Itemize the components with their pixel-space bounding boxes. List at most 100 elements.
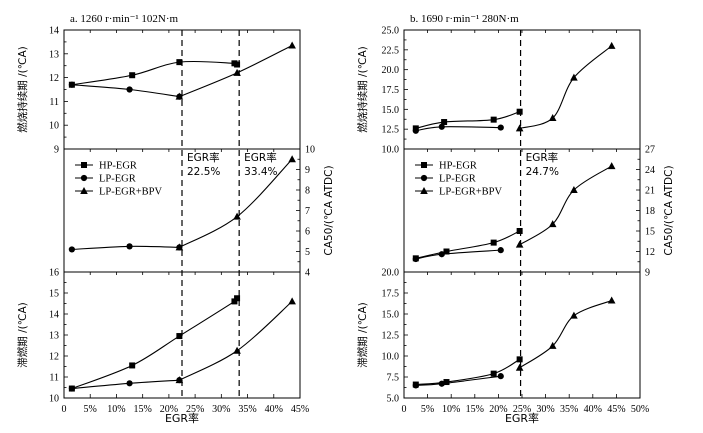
series-line — [179, 44, 293, 98]
series-line — [415, 126, 501, 132]
y-tick-label: 20.0 — [382, 268, 400, 279]
data-point-triangle — [515, 363, 524, 371]
data-point-square — [129, 362, 136, 369]
x-tick-label: 15% — [466, 404, 484, 415]
y-tick-label: 5.0 — [387, 394, 400, 405]
series-line — [179, 300, 293, 381]
x-axis-label: EGR率 — [165, 411, 199, 425]
data-point-triangle — [175, 92, 184, 100]
series-line — [71, 60, 240, 86]
data-point-circle — [438, 123, 445, 130]
y-tick-label: 10 — [49, 121, 59, 132]
data-point-circle — [126, 380, 133, 387]
y-tick-label: 24 — [645, 165, 655, 176]
y-tick-label: 25.0 — [382, 26, 400, 37]
legend-label: HP-EGR — [99, 161, 137, 172]
y-tick-label: 13 — [49, 331, 59, 342]
y-tick-label: 9 — [305, 165, 310, 176]
y-tick-label: 15.0 — [382, 105, 400, 116]
x-tick-label: 45% — [607, 404, 625, 415]
series-line — [71, 379, 180, 390]
series-line — [415, 249, 501, 260]
data-point-triangle — [548, 341, 557, 349]
y-tick-label: 12.5 — [382, 125, 400, 136]
data-point-triangle — [548, 220, 557, 228]
y-tick-label: 10 — [305, 145, 315, 156]
y-tick-label: 18 — [645, 206, 655, 217]
data-point-square — [516, 356, 523, 363]
y-axis-label: 燃烧持续期 /(℃A) — [16, 46, 29, 133]
x-tick-label: 15% — [133, 404, 151, 415]
data-point-square — [441, 119, 448, 126]
y-axis-label: 滞燃期 /(℃A) — [356, 302, 369, 368]
y-tick-label: 11 — [49, 373, 59, 384]
data-point-square — [490, 239, 497, 246]
y-tick-label: 15 — [49, 289, 59, 300]
x-tick-label: 30% — [536, 404, 554, 415]
x-tick-label: 45% — [291, 404, 309, 415]
legend-marker — [420, 187, 428, 194]
data-point-square — [129, 72, 136, 79]
data-point-square — [234, 61, 241, 68]
annotation-label: EGR率 — [244, 151, 277, 164]
series-line — [519, 45, 613, 129]
annotation-label: 33.4% — [244, 166, 277, 178]
y-axis-label: CA50/(℃A ATDC) — [663, 165, 675, 255]
legend-label: LP-EGR — [99, 174, 136, 185]
data-point-square — [176, 333, 183, 340]
chart-title: a. 1260 r·min⁻¹ 102N·m — [70, 13, 179, 25]
data-point-triangle — [607, 296, 616, 304]
data-point-triangle — [570, 186, 578, 193]
series-line — [415, 111, 520, 129]
x-tick-label: 35% — [238, 404, 256, 415]
y-tick-label: 12 — [49, 73, 59, 84]
x-tick-label: 0 — [62, 404, 67, 415]
x-tick-label: 40% — [584, 404, 602, 415]
y-tick-label: 15.0 — [382, 310, 400, 321]
y-tick-label: 4 — [305, 268, 310, 279]
data-point-square — [234, 295, 241, 302]
y-tick-label: 15 — [645, 227, 655, 238]
data-point-triangle — [607, 162, 616, 170]
y-axis-label: 燃烧持续期 /(℃A) — [356, 46, 369, 133]
x-tick-label: 10% — [107, 404, 125, 415]
y-tick-label: 10 — [49, 394, 59, 405]
data-point-triangle — [570, 73, 578, 81]
y-tick-label: 14 — [49, 26, 59, 37]
legend-label: LP-EGR+BPV — [99, 187, 163, 198]
series-line — [71, 297, 240, 390]
annotation-label: EGR率 — [526, 151, 559, 164]
annotation-label: 22.5% — [187, 166, 220, 178]
data-point-square — [443, 379, 450, 386]
y-tick-label: 7.5 — [387, 373, 400, 384]
x-tick-label: 5% — [84, 404, 97, 415]
data-point-triangle — [515, 240, 524, 248]
x-tick-label: 0 — [402, 404, 407, 415]
y-tick-label: 12 — [49, 352, 59, 363]
data-point-square — [231, 298, 238, 305]
data-point-triangle — [570, 311, 578, 319]
y-tick-label: 17.5 — [382, 289, 400, 300]
y-tick-label: 22.5 — [382, 45, 400, 56]
legend-marker — [421, 162, 427, 168]
data-point-circle — [438, 251, 445, 258]
legend-label: HP-EGR — [439, 161, 477, 172]
legend-marker — [420, 174, 428, 182]
y-tick-label: 11 — [49, 97, 59, 108]
y-tick-label: 16 — [49, 268, 59, 279]
data-point-circle — [412, 382, 419, 389]
data-point-square — [443, 248, 450, 255]
x-axis-label: EGR率 — [505, 411, 539, 425]
data-point-circle — [68, 81, 75, 88]
data-point-square — [516, 228, 523, 234]
data-point-square — [490, 116, 497, 123]
data-point-circle — [68, 385, 75, 392]
data-point-triangle — [548, 114, 557, 122]
x-tick-label: 20% — [160, 404, 178, 415]
series-line — [71, 84, 180, 98]
y-tick-label: 8 — [305, 186, 310, 197]
x-tick-label: 25% — [513, 404, 531, 415]
annotation-label: 24.7% — [526, 166, 559, 178]
data-point-square — [176, 59, 183, 66]
